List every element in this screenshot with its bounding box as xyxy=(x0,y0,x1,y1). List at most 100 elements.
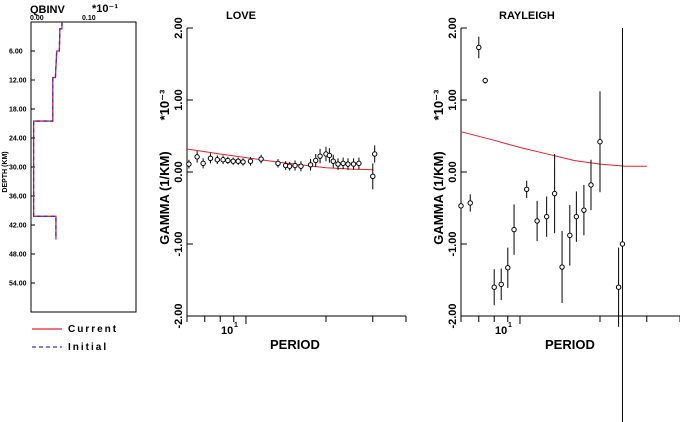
love-data-point xyxy=(286,163,293,169)
legend-current-label: Current xyxy=(68,324,118,335)
love-data-point xyxy=(214,157,220,163)
rayleigh-title: RAYLEIGH xyxy=(499,10,555,22)
love-data-point xyxy=(194,154,200,160)
love-data-point xyxy=(298,163,304,169)
qbinv-series xyxy=(32,22,63,240)
love-data-point xyxy=(275,160,281,167)
ray-y-tick-label: -1.00 xyxy=(447,231,459,256)
rayleigh-x-ticks xyxy=(460,316,680,324)
love-data-point xyxy=(340,160,346,167)
love-y-tick-label: -1.00 xyxy=(173,231,185,256)
qbinv-y-tick-label: 12.00 xyxy=(9,78,27,85)
ray-data-point xyxy=(458,203,464,209)
ray-data-point xyxy=(534,218,540,224)
love-data-point xyxy=(356,160,362,167)
rayleigh-points xyxy=(458,28,626,422)
qbinv-y-tick-label: 36.00 xyxy=(9,194,27,201)
love-data-point xyxy=(350,161,357,167)
ray-data-point xyxy=(511,226,517,233)
rayleigh-panel: RAYLEIGH -2.00 -1.00 0.00 1.00 2.00 10 1 PER… xyxy=(431,10,680,422)
ray-data-point xyxy=(581,207,587,213)
qbinv-x-exponent: *10⁻¹ xyxy=(92,3,118,15)
love-x-ticks xyxy=(186,316,407,324)
love-data-point xyxy=(345,161,351,167)
love-data-point xyxy=(292,162,298,169)
qbinv-y-tick-label: 18.00 xyxy=(9,107,27,114)
rayleigh-y-axis-label: GAMMA (1/KM) xyxy=(431,151,446,244)
ray-data-point xyxy=(567,232,573,239)
qbinv-y-tick-label: 24.00 xyxy=(9,136,27,143)
love-y-ticks: -2.00 -1.00 0.00 1.00 2.00 xyxy=(173,17,193,329)
qbinv-y-tick-label: 30.00 xyxy=(9,165,27,172)
ray-y-tick-label: 0.00 xyxy=(447,161,459,182)
ray-data-point xyxy=(588,182,594,188)
love-points xyxy=(186,145,378,190)
ray-data-point xyxy=(615,284,622,290)
legend: Current Initial xyxy=(32,324,118,353)
love-panel: LOVE -2.00-1.000.001.002.00 10 1 PERIOD … xyxy=(157,10,407,352)
ray-data-point xyxy=(482,77,488,84)
ray-model-curve xyxy=(460,131,647,167)
qbinv-y-tick-label: 48.00 xyxy=(9,252,27,259)
rayleigh-x-tick-label: 10 xyxy=(495,325,507,337)
love-data-point xyxy=(240,159,246,165)
rayleigh-y-ticks: -2.00 -1.00 0.00 1.00 2.00 xyxy=(447,17,467,329)
ray-data-point xyxy=(476,44,482,51)
ray-y-tick-label: -2.00 xyxy=(447,303,459,328)
love-y-tick-label: 1.00 xyxy=(173,89,185,110)
ray-data-point xyxy=(543,213,550,220)
love-curve-group xyxy=(186,148,373,171)
ray-data-point xyxy=(619,241,626,247)
love-data-point xyxy=(370,173,376,180)
qbinv-series-current xyxy=(32,22,63,240)
love-y-exponent: *10⁻³ xyxy=(157,89,172,120)
qbinv-x-tick-label: 0.10 xyxy=(82,15,96,22)
love-data-point xyxy=(247,158,254,164)
legend-initial-label: Initial xyxy=(68,342,108,353)
ray-data-point xyxy=(467,200,473,206)
love-y-axis-label: GAMMA (1/KM) xyxy=(157,151,172,244)
ray-y-tick-label: 2.00 xyxy=(447,17,459,38)
love-title: LOVE xyxy=(226,10,256,22)
love-data-point xyxy=(330,158,336,164)
love-data-point xyxy=(186,161,192,167)
love-x-axis-label: PERIOD xyxy=(270,337,320,352)
love-data-point xyxy=(258,156,264,162)
love-x-tick-exponent: 1 xyxy=(234,322,238,329)
ray-data-point xyxy=(523,186,530,192)
qbinv-y-tick-label: 6.00 xyxy=(9,49,23,56)
love-data-point xyxy=(230,158,236,164)
rayleigh-y-exponent: *10⁻³ xyxy=(431,89,446,120)
ray-data-point xyxy=(559,264,565,270)
love-y-tick-label: 2.00 xyxy=(173,17,185,38)
love-data-point xyxy=(317,153,323,159)
qbinv-y-axis-label: DEPTH (KM) xyxy=(2,151,9,192)
ray-data-point xyxy=(491,284,497,290)
qbinv-y-tick-label: 42.00 xyxy=(9,223,27,230)
ray-data-point xyxy=(498,281,504,288)
rayleigh-curve-group xyxy=(460,131,647,167)
love-data-point xyxy=(200,160,206,167)
qbinv-title: QBINV xyxy=(30,4,66,16)
ray-y-tick-label: 1.00 xyxy=(447,89,459,110)
love-model-curve xyxy=(186,148,373,171)
love-data-point xyxy=(313,157,319,164)
love-y-tick-label: 0.00 xyxy=(173,161,185,182)
ray-data-point xyxy=(505,265,511,271)
ray-data-point xyxy=(573,213,580,220)
love-data-point xyxy=(207,155,214,162)
qbinv-series-initial xyxy=(32,22,63,240)
rayleigh-x-axis-label: PERIOD xyxy=(545,337,595,352)
love-data-point xyxy=(326,152,333,159)
love-data-point xyxy=(235,158,241,164)
qbinv-y-tick-label: 54.00 xyxy=(9,281,27,288)
qbinv-plot-frame xyxy=(30,21,137,313)
qbinv-panel: QBINV *10⁻¹ 0.00 0.10 6.00 12.00 18.00 24.0… xyxy=(2,3,137,313)
love-data-point xyxy=(307,162,314,168)
love-data-point xyxy=(371,151,378,157)
love-x-tick-label: 10 xyxy=(221,325,233,337)
rayleigh-x-tick-exponent: 1 xyxy=(508,322,512,329)
love-data-point xyxy=(220,157,226,163)
qbinv-x-tick-labels: 0.00 0.10 xyxy=(30,15,96,22)
